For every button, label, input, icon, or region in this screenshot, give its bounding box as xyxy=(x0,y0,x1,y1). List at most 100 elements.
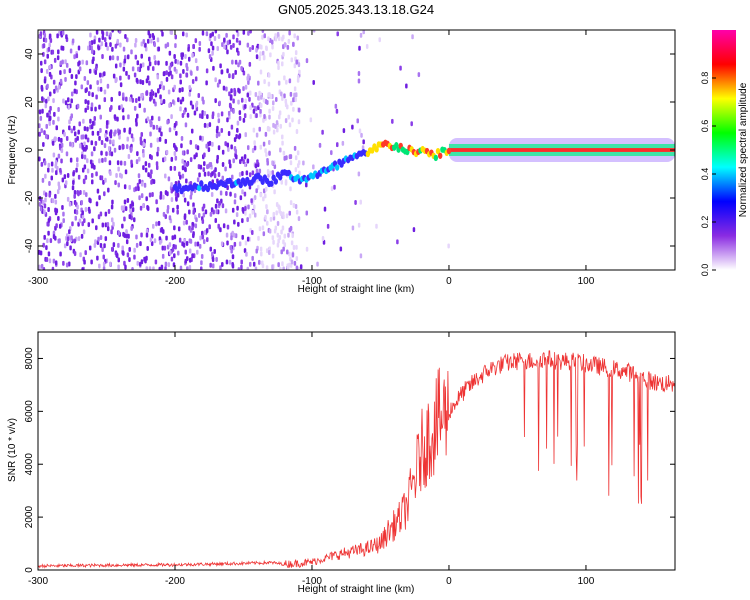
spectrogram-cell xyxy=(109,129,113,135)
spectrogram-cell xyxy=(196,65,199,71)
spectrogram-cell xyxy=(49,38,53,44)
snr-y-tick-label: 0 xyxy=(24,567,35,573)
spectrogram-cell xyxy=(76,162,79,168)
spectrogram-cell xyxy=(102,254,106,260)
snr-series xyxy=(38,350,675,569)
spectrogram-cell xyxy=(84,206,88,212)
spectrogram-cell xyxy=(256,159,259,165)
spectrogram-cell xyxy=(278,205,281,211)
spectrogram-cell xyxy=(183,238,187,244)
snr-y-tick-label: 2000 xyxy=(24,506,35,529)
spectrogram-cell xyxy=(231,174,234,180)
spectrogram-cell xyxy=(257,184,260,190)
spectrogram-cell xyxy=(218,200,221,206)
spectrogram-cell xyxy=(237,267,241,270)
spectrogram-cell xyxy=(186,201,190,207)
colorbar-label: Normalized spectral amplitude xyxy=(738,82,749,217)
spectrogram-cell xyxy=(157,220,161,226)
spectrogram-cell xyxy=(221,149,225,155)
spectrogram-cell xyxy=(312,80,315,86)
spectrogram-cell xyxy=(277,60,280,66)
spectrogram-cell xyxy=(80,233,84,239)
spectrogram-cell xyxy=(221,42,224,48)
spectrogram-cell xyxy=(45,123,48,129)
spectrogram-cell xyxy=(293,145,297,151)
spectrogram-cell xyxy=(155,124,159,130)
spectrogram-cell xyxy=(69,48,73,54)
spectrogram-cell xyxy=(48,64,52,70)
spectrogram-cell xyxy=(269,94,273,100)
spectrogram-cell xyxy=(148,154,152,160)
spectrogram-cell xyxy=(281,61,284,67)
spectrogram-cell xyxy=(250,198,253,204)
spectrogram-cell xyxy=(65,62,69,68)
spectrogram-cell xyxy=(262,196,265,202)
spectrogram-cell xyxy=(81,221,84,227)
spectrogram-cell xyxy=(333,184,336,190)
spectrogram-cell xyxy=(255,168,259,174)
spectrogram-cell xyxy=(196,241,200,247)
spectrogram-cell xyxy=(278,110,282,116)
spectrogram-cell xyxy=(277,80,281,86)
spectrogram-cell xyxy=(150,169,153,175)
spectrogram-cell xyxy=(98,135,101,141)
spectrogram-cell xyxy=(281,261,284,267)
spectrogram-cell xyxy=(86,158,89,164)
spectrogram-cell xyxy=(282,34,285,40)
spectrogram-cell xyxy=(206,114,209,120)
spectrogram-cell xyxy=(54,193,57,199)
spectrogram-cell xyxy=(219,190,223,196)
spectrogram-cell xyxy=(259,112,262,118)
spectrogram-cell xyxy=(351,225,355,231)
spectrogram-cell xyxy=(182,68,185,74)
spectrogram-cell xyxy=(101,222,105,228)
spectrogram-cell xyxy=(144,167,148,173)
spectrogram-cell xyxy=(230,88,233,94)
spectrogram-cell xyxy=(123,216,126,222)
spectrogram-cell xyxy=(180,143,183,149)
spectrogram-cell xyxy=(101,35,105,41)
spectrogram-cell xyxy=(295,265,299,270)
spectrogram-cell xyxy=(196,177,200,183)
spectrogram-cell xyxy=(189,157,193,163)
spectrogram-cell xyxy=(78,218,82,224)
spectrogram-cell xyxy=(265,248,269,254)
colorbar-ticks: 0.0 0.2 0.4 0.6 0.8 xyxy=(700,72,716,276)
spectrogram-cell xyxy=(83,126,87,132)
spectrogram-cell xyxy=(43,78,47,84)
spectrogram-cell xyxy=(378,37,381,43)
spectrogram-cell xyxy=(157,88,160,94)
spectrogram-cell xyxy=(208,122,212,128)
spectrogram-cell xyxy=(165,149,169,155)
spectrogram-cell xyxy=(179,174,182,180)
spectrogram-cell xyxy=(157,116,161,122)
spectrogram-cell xyxy=(238,88,241,94)
spectrogram-cell xyxy=(251,148,255,154)
spectrogram-cell xyxy=(63,69,66,75)
spectrogram-cell xyxy=(119,82,123,88)
spectrogram-cell xyxy=(233,146,237,152)
spectrogram-cell xyxy=(238,40,242,46)
spectrogram-cell xyxy=(255,47,258,53)
spectrogram-cell xyxy=(125,144,129,150)
spectrogram-cell xyxy=(192,209,195,215)
spectrogram-cell xyxy=(207,147,211,153)
spectrogram-cell xyxy=(131,207,135,213)
spectrogram-cell xyxy=(118,91,121,97)
spectrogram-cell xyxy=(129,207,132,213)
spectrogram-cell xyxy=(150,241,154,247)
spectrogram-cell xyxy=(298,170,301,176)
spectrogram-cell xyxy=(288,30,291,36)
spectrogram-cell xyxy=(51,49,55,55)
spectrogram-cell xyxy=(277,262,280,268)
spectrogram-cell xyxy=(90,163,94,169)
spectrogram-cell xyxy=(87,222,91,228)
spectrogram-cell xyxy=(53,111,56,117)
spectrogram-cell xyxy=(90,106,93,112)
spectrogram-cell xyxy=(68,229,71,235)
spectrogram-cell xyxy=(255,132,259,138)
spectrogram-cell xyxy=(75,167,78,173)
spectrogram-cell xyxy=(84,88,88,94)
spectrogram-cell xyxy=(98,104,101,110)
spectrogram-cell xyxy=(199,135,202,141)
